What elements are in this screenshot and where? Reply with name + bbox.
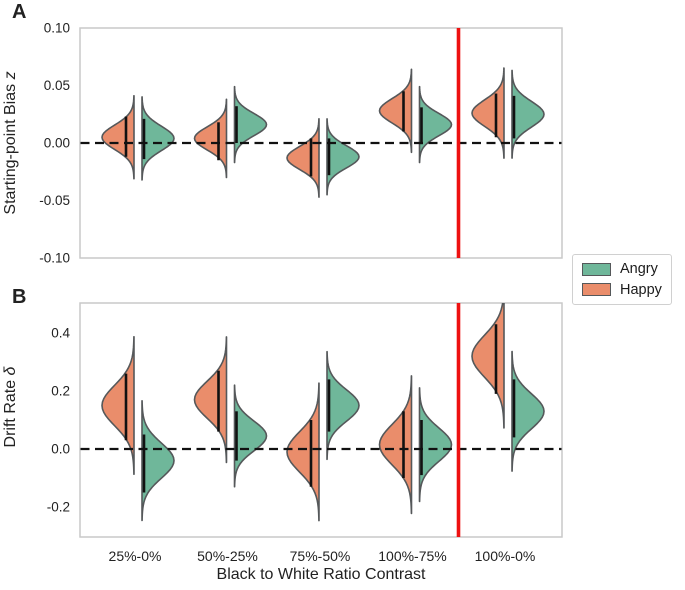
violin-angry-B-0	[141, 400, 175, 522]
xtick-label-2: 75%-50%	[290, 548, 351, 564]
legend-swatch-angry	[582, 262, 611, 276]
panel-letter-B: B	[12, 286, 26, 308]
violin-angry-B-2	[326, 350, 360, 461]
ytick-label-A: 0.00	[44, 136, 70, 151]
violin-angry-B-4	[511, 350, 545, 472]
xtick-label-4: 100%-0%	[475, 548, 536, 564]
violin-happy-B-2	[286, 382, 320, 522]
ytick-label-A: 0.10	[44, 21, 70, 36]
ytick-label-A: -0.05	[39, 193, 70, 208]
violin-happy-A-3	[378, 68, 413, 154]
violin-happy-A-0	[101, 94, 135, 180]
legend-label-angry: Angry	[620, 261, 658, 277]
xtick-label-1: 50%-25%	[197, 548, 258, 564]
violin-angry-A-0	[141, 96, 175, 181]
xlabel: Black to White Ratio Contrast	[217, 566, 427, 583]
ylabel-B: Drift Rate δ	[2, 365, 19, 447]
violin-happy-B-3	[378, 375, 413, 515]
ytick-label-A: 0.05	[44, 78, 70, 93]
ytick-label-A: -0.10	[39, 251, 70, 266]
violin-happy-A-1	[193, 98, 228, 179]
ylabel-A: Starting-point Bias z	[2, 71, 19, 214]
ytick-label-B: 0.2	[51, 384, 70, 399]
violin-happy-A-4	[471, 67, 505, 159]
violin-happy-B-1	[193, 336, 228, 464]
legend-swatch-happy	[582, 283, 611, 297]
panel-A-violins	[101, 67, 545, 198]
violin-angry-A-1	[233, 85, 268, 164]
violin-angry-B-3	[418, 387, 453, 503]
panel-letter-A: A	[12, 1, 26, 23]
legend-item-happy: Happy	[582, 281, 662, 298]
panel-B-violins	[101, 303, 545, 522]
xtick-label-0: 25%-0%	[109, 548, 162, 564]
ytick-label-B: -0.2	[47, 500, 70, 515]
ytick-label-B: 0.0	[51, 442, 70, 457]
xtick-label-3: 100%-75%	[378, 548, 447, 564]
violin-angry-B-1	[233, 384, 268, 488]
legend-label-happy: Happy	[620, 281, 662, 298]
violin-angry-A-4	[511, 69, 545, 159]
violin-happy-A-2	[286, 118, 320, 198]
violin-angry-A-2	[326, 118, 360, 196]
legend-item-angry: Angry	[582, 262, 662, 277]
legend: Angry Happy	[572, 254, 672, 305]
violin-happy-B-0	[101, 335, 135, 476]
violin-angry-A-3	[418, 85, 453, 164]
ytick-label-B: 0.4	[51, 326, 70, 341]
